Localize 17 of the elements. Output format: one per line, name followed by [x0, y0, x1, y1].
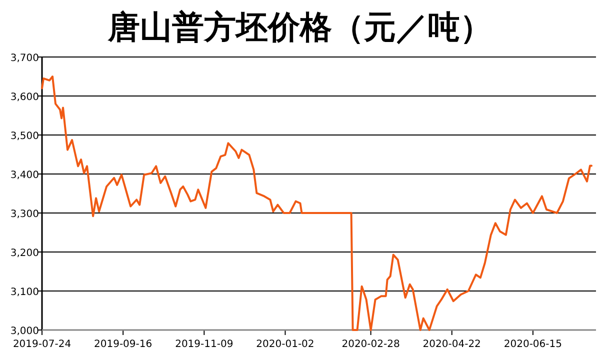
chart-title: 唐山普方坯价格（元／吨） [107, 8, 492, 46]
x-tick-label: 2020-06-15 [504, 339, 562, 350]
x-tick-label: 2019-09-16 [94, 339, 152, 350]
y-tick-label: 3,100 [10, 287, 39, 298]
y-tick-label: 3,000 [10, 326, 39, 337]
y-tick-label: 3,400 [10, 170, 39, 181]
line-series [41, 76, 592, 331]
x-tick-label: 2020-02-28 [342, 339, 400, 350]
x-tick-label: 2019-11-09 [175, 339, 234, 350]
y-tick-label: 3,600 [10, 92, 39, 103]
x-tick-label: 2020-01-02 [256, 339, 314, 350]
y-tick-label: 3,300 [10, 209, 39, 220]
y-tick-label: 3,700 [10, 53, 39, 64]
y-tick-label: 3,500 [10, 131, 39, 142]
x-tick-label: 2020-04-22 [422, 339, 481, 350]
x-tick-label: 2019-07-24 [12, 339, 72, 350]
y-tick-label: 3,200 [10, 248, 39, 259]
